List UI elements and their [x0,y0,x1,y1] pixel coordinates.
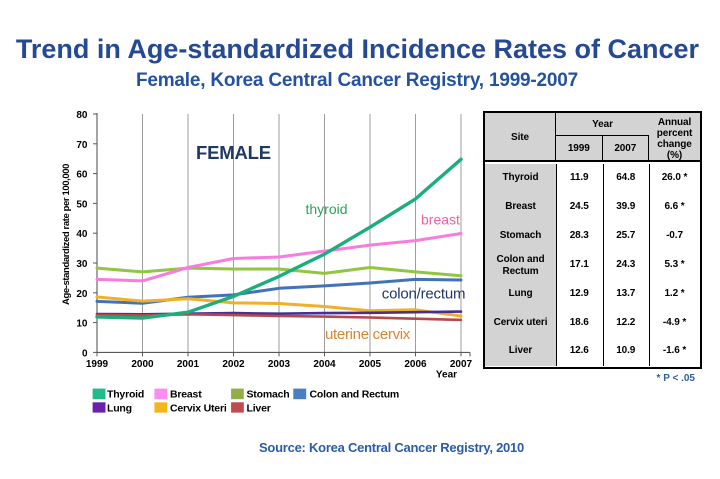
svg-text:uterine cervix: uterine cervix [325,326,411,343]
svg-text:Year: Year [436,370,457,381]
svg-text:Age-standardized rate per 100: Age-standardized rate per 100,000 [61,164,72,305]
svg-text:50: 50 [76,199,88,210]
svg-text:thyroid: thyroid [306,201,348,217]
svg-text:FEMALE: FEMALE [196,142,271,163]
svg-text:breast: breast [421,212,460,228]
svg-text:20: 20 [76,289,88,300]
svg-text:30: 30 [76,259,88,270]
svg-text:10: 10 [76,319,88,330]
svg-text:2005: 2005 [359,359,382,370]
svg-text:40: 40 [76,229,88,240]
svg-text:Thyroid: Thyroid [107,389,144,401]
svg-text:2002: 2002 [222,359,245,370]
svg-text:Lung: Lung [107,402,132,414]
svg-text:2000: 2000 [131,359,154,370]
svg-text:Breast: Breast [170,389,202,401]
svg-text:80: 80 [76,110,88,121]
svg-text:Stomach: Stomach [247,389,290,401]
svg-text:1999: 1999 [86,359,109,370]
svg-text:Cervix Uteri: Cervix Uteri [170,402,227,414]
svg-text:70: 70 [76,140,88,151]
svg-text:Liver: Liver [247,402,271,414]
svg-text:Colon and Rectum: Colon and Rectum [310,389,400,401]
svg-text:0: 0 [82,348,88,359]
svg-text:2007: 2007 [450,359,473,370]
svg-text:2004: 2004 [313,359,336,370]
svg-text:2003: 2003 [268,359,291,370]
svg-text:60: 60 [76,170,88,181]
svg-text:colon/rectum: colon/rectum [382,285,465,302]
svg-text:2006: 2006 [404,359,427,370]
svg-text:2001: 2001 [177,359,200,370]
